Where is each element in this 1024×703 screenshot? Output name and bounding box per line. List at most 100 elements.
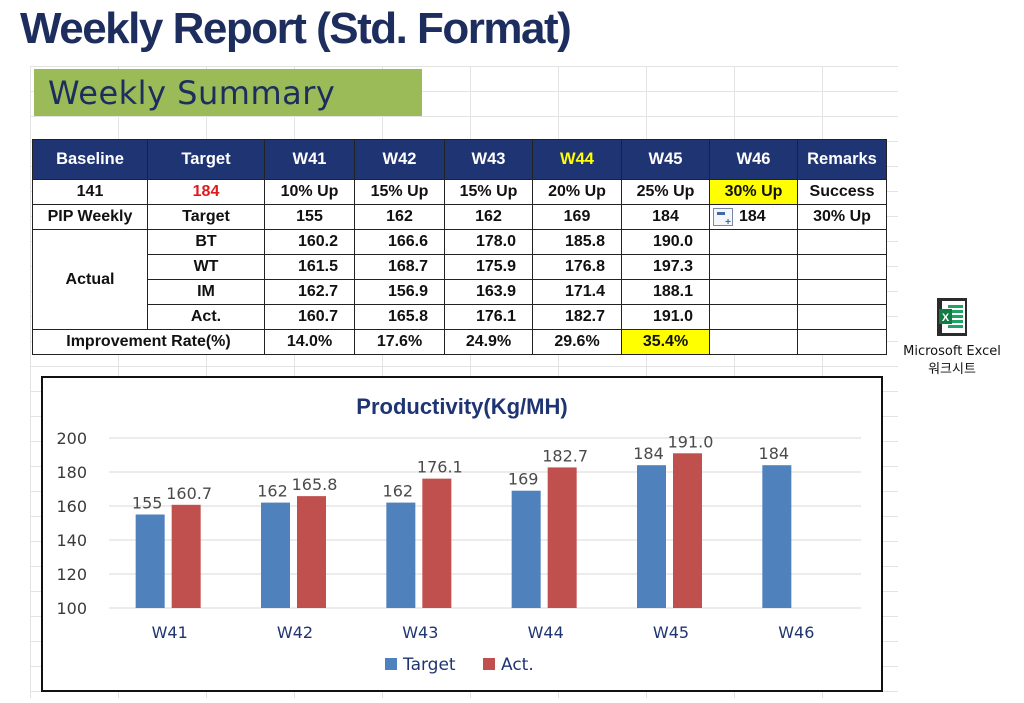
- table-cell-highlight[interactable]: 35.4%: [621, 329, 710, 355]
- table-cell[interactable]: 165.8: [354, 304, 445, 330]
- table-cell[interactable]: 25% Up: [621, 179, 710, 205]
- data-label: 182.7: [542, 446, 588, 465]
- legend-label: Target: [402, 655, 456, 675]
- table-cell[interactable]: Success: [797, 179, 887, 205]
- data-label: 184: [633, 444, 664, 463]
- excel-icon-graphic: X: [937, 298, 967, 336]
- table-cell[interactable]: 160.7: [264, 304, 355, 330]
- table-cell[interactable]: 10% Up: [264, 179, 355, 205]
- x-tick-label: W46: [778, 623, 814, 642]
- table-cell[interactable]: WT: [147, 254, 265, 280]
- table-cell[interactable]: 175.9: [444, 254, 533, 280]
- y-tick-label: 140: [56, 531, 87, 550]
- table-cell[interactable]: 184: [709, 204, 798, 230]
- table-cell[interactable]: 182.7: [532, 304, 622, 330]
- table-cell[interactable]: 162.7: [264, 279, 355, 305]
- table-cell[interactable]: 156.9: [354, 279, 445, 305]
- y-tick-label: 120: [56, 565, 87, 584]
- bar-target: [762, 465, 792, 608]
- table-cell-highlight[interactable]: 30% Up: [709, 179, 798, 205]
- bar-target: [386, 502, 416, 608]
- table-cell[interactable]: 30% Up: [797, 204, 887, 230]
- table-cell[interactable]: [797, 304, 887, 330]
- header-cell[interactable]: W41: [264, 139, 355, 180]
- table-cell[interactable]: [709, 329, 798, 355]
- x-tick-label: W44: [528, 623, 564, 642]
- header-cell[interactable]: W45: [621, 139, 710, 180]
- weekly-summary-table: Baseline Target W41 W42 W43 W44 W45 W46 …: [32, 139, 887, 355]
- header-cell[interactable]: Target: [147, 139, 265, 180]
- table-cell[interactable]: Improvement Rate(%): [32, 329, 265, 355]
- table-cell[interactable]: Target: [147, 204, 265, 230]
- table-cell[interactable]: 155: [264, 204, 355, 230]
- table-cell[interactable]: 24.9%: [444, 329, 533, 355]
- table-cell[interactable]: [797, 329, 887, 355]
- header-cell[interactable]: Baseline: [32, 139, 148, 180]
- table-cell[interactable]: 166.6: [354, 229, 445, 255]
- table-cell[interactable]: 178.0: [444, 229, 533, 255]
- legend-label: Act.: [501, 655, 534, 675]
- table-cell[interactable]: 188.1: [621, 279, 710, 305]
- table-cell[interactable]: [797, 279, 887, 305]
- header-cell[interactable]: W43: [444, 139, 533, 180]
- table-cell[interactable]: [797, 229, 887, 255]
- table-cell[interactable]: 171.4: [532, 279, 622, 305]
- table-cell[interactable]: Act.: [147, 304, 265, 330]
- table-cell[interactable]: 185.8: [532, 229, 622, 255]
- table-cell[interactable]: 141: [32, 179, 148, 205]
- bar-target: [637, 465, 666, 608]
- table-cell[interactable]: 169: [532, 204, 622, 230]
- table-cell[interactable]: 176.1: [444, 304, 533, 330]
- page-title: Weekly Report (Std. Format): [20, 4, 572, 53]
- paste-options-icon[interactable]: [713, 207, 733, 228]
- table-cell[interactable]: [709, 279, 798, 305]
- bar-target: [135, 514, 165, 608]
- table-cell[interactable]: 197.3: [621, 254, 710, 280]
- data-label: 169: [508, 470, 539, 489]
- table-cell[interactable]: 190.0: [621, 229, 710, 255]
- table-cell[interactable]: Actual: [32, 229, 148, 330]
- table-cell[interactable]: 163.9: [444, 279, 533, 305]
- header-cell-highlight[interactable]: W44: [532, 139, 622, 180]
- table-cell[interactable]: 191.0: [621, 304, 710, 330]
- x-tick-label: W45: [653, 623, 689, 642]
- header-cell[interactable]: Remarks: [797, 139, 887, 180]
- bar-act: [171, 504, 201, 608]
- table-cell[interactable]: 20% Up: [532, 179, 622, 205]
- header-cell[interactable]: W46: [709, 139, 798, 180]
- table-cell[interactable]: 29.6%: [532, 329, 622, 355]
- excel-file-icon[interactable]: X: [936, 297, 968, 337]
- table-cell[interactable]: 15% Up: [444, 179, 533, 205]
- y-tick-label: 160: [56, 497, 87, 516]
- data-label: 155: [132, 494, 163, 513]
- table-cell[interactable]: [709, 229, 798, 255]
- bar-target: [261, 502, 290, 608]
- legend-swatch: [483, 658, 495, 670]
- actual-row: IM 162.7 156.9 163.9 171.4 188.1: [33, 279, 887, 305]
- table-cell[interactable]: BT: [147, 229, 265, 255]
- productivity-chart[interactable]: Productivity(Kg/MH) 100 120 140 160 180 200 155…: [41, 376, 883, 692]
- table-cell[interactable]: 176.8: [532, 254, 622, 280]
- data-label: 191.0: [668, 432, 714, 451]
- table-cell[interactable]: 184: [147, 179, 265, 205]
- table-cell[interactable]: 160.2: [264, 229, 355, 255]
- table-cell[interactable]: 162: [444, 204, 533, 230]
- data-label: 162: [257, 482, 288, 501]
- table-cell[interactable]: 161.5: [264, 254, 355, 280]
- table-cell[interactable]: 168.7: [354, 254, 445, 280]
- excel-worksheet-object[interactable]: X Microsoft Excel 워크시트: [900, 297, 1004, 379]
- actual-row: Act. 160.7 165.8 176.1 182.7 191.0: [33, 304, 887, 330]
- table-cell[interactable]: 15% Up: [354, 179, 445, 205]
- table-cell[interactable]: [709, 304, 798, 330]
- table-cell[interactable]: 17.6%: [354, 329, 445, 355]
- table-cell[interactable]: 162: [354, 204, 445, 230]
- actual-row: WT 161.5 168.7 175.9 176.8 197.3: [33, 254, 887, 280]
- table-cell[interactable]: PIP Weekly: [32, 204, 148, 230]
- table-cell[interactable]: [797, 254, 887, 280]
- table-cell[interactable]: [709, 254, 798, 280]
- table-cell[interactable]: 184: [621, 204, 710, 230]
- cell-value: 184: [739, 208, 766, 226]
- header-cell[interactable]: W42: [354, 139, 445, 180]
- table-cell[interactable]: IM: [147, 279, 265, 305]
- table-cell[interactable]: 14.0%: [264, 329, 355, 355]
